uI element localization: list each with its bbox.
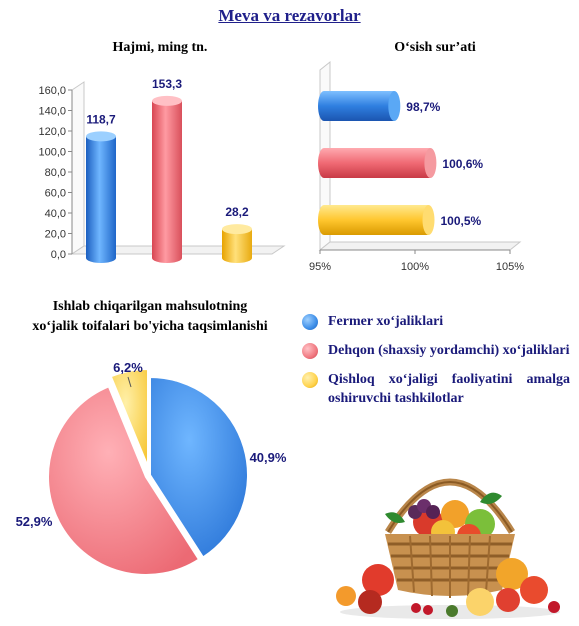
fruit-basket-image (336, 478, 560, 619)
legend-label-tashkilotlar: Qishloq xo‘jaligi faoliyatini amalga osh… (328, 372, 570, 406)
volume-bar-top (152, 95, 182, 106)
volume-bar-value-label: 28,2 (225, 205, 249, 219)
volume-chart-y-tick-label: 0,0 (51, 249, 66, 261)
page-title: Meva va rezavorlar (218, 6, 361, 25)
growth-bar (318, 148, 431, 178)
growth-bar-value-label: 100,5% (441, 214, 482, 228)
volume-chart-y-tick-label: 60,0 (45, 188, 66, 200)
volume-chart-y-tick-label: 100,0 (38, 147, 66, 159)
volume-chart-y-tick-label: 80,0 (45, 167, 66, 179)
growth-bar-value-label: 100,6% (442, 157, 483, 171)
growth-chart-x-tick-label: 95% (309, 261, 331, 273)
legend-label-fermer: Fermer xo‘jaliklari (328, 314, 444, 329)
legend: Fermer xo‘jaliklari Dehqon (shaxsiy yord… (300, 312, 570, 418)
pie-slice-tashkilotlar (109, 367, 149, 468)
volume-bar-value-label: 118,7 (86, 112, 116, 126)
volume-chart-y-tick-label: 120,0 (38, 126, 66, 138)
volume-chart-y-tick-label: 160,0 (38, 85, 66, 97)
volume-chart-y-tick-label: 20,0 (45, 229, 66, 241)
pie-label-leader-line (127, 376, 132, 388)
growth-bar-cap (422, 205, 435, 235)
growth-bar-cap (424, 148, 437, 178)
growth-bar-cap (388, 91, 401, 121)
growth-bar (318, 205, 429, 235)
pie-chart-title-line1: Ishlab chiqarilgan mahsulotning (52, 299, 248, 314)
volume-bar (152, 100, 182, 264)
growth-chart-floor (318, 241, 522, 251)
volume-chart-y-tick-label: 140,0 (38, 106, 66, 118)
volume-chart-title: Hajmi, ming tn. (112, 40, 208, 55)
volume-bar (222, 229, 252, 263)
pie-value-label: 40,9% (250, 450, 287, 465)
growth-bar-value-label: 98,7% (406, 100, 440, 114)
growth-chart-title: O‘sish sur’ati (394, 40, 476, 55)
pie-chart-title: Ishlab chiqarilgan mahsulotning xo‘jalik… (10, 297, 290, 337)
legend-item-dehqon: Dehqon (shaxsiy yordamchi) xo‘jaliklari (300, 341, 570, 360)
legend-swatch-tashkilotlar (302, 372, 318, 388)
growth-chart-x-tick-label: 100% (401, 261, 429, 273)
volume-bar-value-label: 153,3 (152, 77, 182, 91)
legend-swatch-fermer (302, 314, 318, 330)
volume-bar (86, 136, 116, 263)
volume-chart-y-tick-label: 40,0 (45, 208, 66, 220)
volume-bar-top (222, 224, 252, 235)
legend-item-fermer: Fermer xo‘jaliklari (300, 312, 570, 331)
pie-slice-fermer (149, 375, 249, 559)
legend-label-dehqon: Dehqon (shaxsiy yordamchi) xo‘jaliklari (328, 343, 570, 358)
legend-item-tashkilotlar: Qishloq xo‘jaligi faoliyatini amalga osh… (300, 370, 570, 408)
volume-bar-top (86, 131, 116, 142)
volume-chart-side-wall (71, 81, 85, 255)
pie-value-label: 6,2% (113, 360, 143, 375)
legend-swatch-dehqon (302, 343, 318, 359)
growth-chart-x-tick-label: 105% (496, 261, 524, 273)
pie-chart-title-line2: xo‘jalik toifalari bo'yicha taqsimlanish… (32, 319, 268, 334)
pie-value-label: 52,9% (16, 514, 53, 529)
pie-slice-dehqon (47, 385, 201, 576)
growth-bar (318, 91, 395, 121)
